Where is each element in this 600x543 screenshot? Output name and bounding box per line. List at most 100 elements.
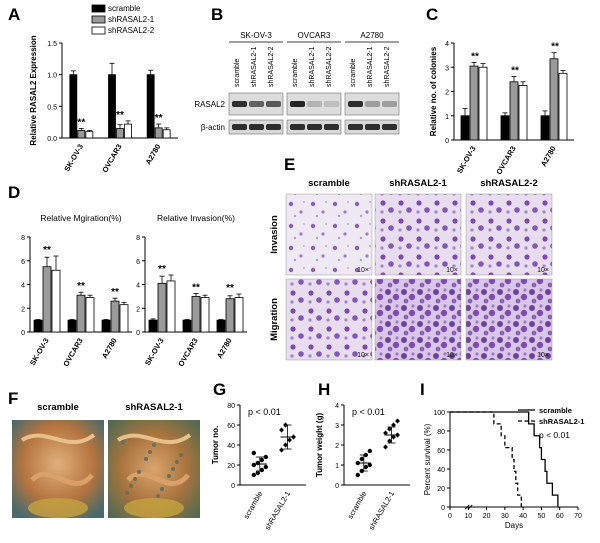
legend-swatch-shRASAL2-1 (91, 15, 106, 24)
panel-label-A: A (8, 5, 20, 24)
bar-shRASAL2-2 (124, 123, 132, 139)
significance-mark: ** (111, 287, 119, 298)
y-tick-label: 0 (445, 138, 449, 145)
y-tick-label: 4 (445, 41, 449, 48)
p-value: p < 0.01 (352, 407, 385, 417)
y-tick-label: 80 (227, 403, 235, 410)
significance-mark: ** (158, 264, 166, 275)
data-point-circle (367, 462, 372, 468)
x-tick-label: 30 (501, 513, 509, 520)
legend-label: shRASAL2-1 (108, 15, 155, 24)
rasal2-band (382, 101, 397, 107)
actin-band (266, 124, 281, 130)
panel-label-G: G (213, 380, 226, 399)
bar-shRASAL2-2 (85, 297, 95, 333)
tumor-nodule (179, 453, 183, 457)
tissue-vessel (30, 471, 94, 486)
row-label-actin: β-actin (201, 123, 225, 132)
y-axis-label: Relative no. of colonies (429, 46, 438, 136)
row-label-rasal2: RASAL2 (194, 100, 225, 109)
panel-label-H: H (318, 380, 330, 399)
micrograph-column-label: shRASAL2-1 (389, 178, 447, 189)
bar-shRASAL2-1 (154, 127, 163, 139)
tumor-nodule (171, 467, 175, 471)
bar-shRASAL2-1 (42, 266, 52, 333)
rasal2-band (307, 101, 322, 107)
bar-shRASAL2-1 (76, 294, 86, 333)
actin-band (324, 124, 339, 130)
actin-band (290, 124, 305, 130)
category-label: shRASAL2-1 (367, 490, 396, 532)
micrograph-column-label: scramble (308, 178, 350, 189)
actin-band (365, 124, 380, 130)
data-point-circle (259, 457, 264, 463)
y-tick-label: 8 (21, 235, 25, 242)
y-tick-label: 2 (445, 90, 449, 97)
bar-shRASAL2-1 (110, 300, 120, 333)
tissue-organ (28, 498, 88, 518)
significance-mark: ** (77, 118, 85, 129)
survival-curve-scramble (450, 411, 559, 507)
y-tick-label: 0 (231, 483, 235, 490)
chart-title: Relative Invasion(%) (157, 213, 235, 223)
photo-label: shRASAL2-1 (125, 402, 183, 413)
rasal2-band (348, 101, 363, 107)
rasal2-band (266, 101, 281, 107)
tumor-nodule (175, 460, 179, 464)
category-label: OVCAR3 (494, 145, 517, 177)
bar-shRASAL2-2 (234, 297, 244, 333)
y-tick-label: 2 (335, 443, 339, 450)
bar-shRASAL2-2 (166, 280, 176, 333)
y-tick-label: 6 (136, 259, 140, 266)
y-tick-label: 1 (445, 114, 449, 121)
bar-shRASAL2-2 (85, 131, 94, 139)
bar-shRASAL2-1 (225, 298, 235, 333)
y-tick-label: 0 (335, 483, 339, 490)
bar-shRASAL2-2 (518, 85, 528, 141)
micrograph-image (374, 278, 462, 361)
tumor-nodule (148, 450, 152, 454)
photo-label: scramble (37, 402, 79, 413)
magnification-label: 10× (357, 352, 369, 359)
data-point-diamond (391, 434, 396, 440)
chart-title: Relative Mgiration(%) (40, 213, 121, 223)
category-label: SK-OV-3 (455, 145, 478, 175)
tumor-nodule (167, 474, 171, 478)
micrograph-image (465, 193, 553, 276)
actin-band (348, 124, 363, 130)
category-label: OVCAR3 (100, 143, 123, 175)
rasal2-band (232, 101, 247, 107)
panel-B-blot: SK-OV-3 scramble shRASAL2-1 shRASAL2-2 OVCAR… (194, 31, 400, 135)
category-label: OVCAR3 (61, 337, 84, 369)
data-point-diamond (391, 422, 396, 428)
x-tick-label: 20 (483, 513, 491, 520)
cell-line-label: OVCAR3 (298, 31, 331, 40)
data-point-circle (251, 462, 256, 468)
bar-scramble (69, 74, 78, 139)
category-label: A2780 (215, 337, 234, 361)
data-point-circle (367, 448, 372, 454)
bar-scramble (67, 319, 77, 333)
category-label: scramble (242, 490, 265, 521)
data-point-circle (355, 472, 360, 478)
tissue-vessel (20, 433, 96, 445)
bar-scramble (540, 115, 550, 141)
bar-scramble (500, 115, 510, 141)
y-tick-label: 3 (335, 423, 339, 430)
bar-scramble (33, 319, 43, 333)
magnification-label: 10× (537, 267, 549, 274)
y-tick-label: 8 (136, 235, 140, 242)
bar-shRASAL2-1 (116, 128, 124, 139)
bar-scramble (460, 115, 470, 141)
data-point-circle (359, 456, 364, 462)
lane-label: shRASAL2-2 (384, 46, 391, 87)
bar-shRASAL2-2 (558, 72, 568, 141)
y-axis-label: Tumor no. (211, 426, 220, 465)
rasal2-band (249, 101, 264, 107)
data-point-diamond (383, 444, 388, 450)
magnification-label: 10× (537, 352, 549, 359)
panel-A-legend: scramble shRASAL2-1 shRASAL2-2 (91, 4, 155, 35)
category-label: A2780 (100, 337, 119, 361)
y-tick-label: 60 (437, 448, 445, 455)
